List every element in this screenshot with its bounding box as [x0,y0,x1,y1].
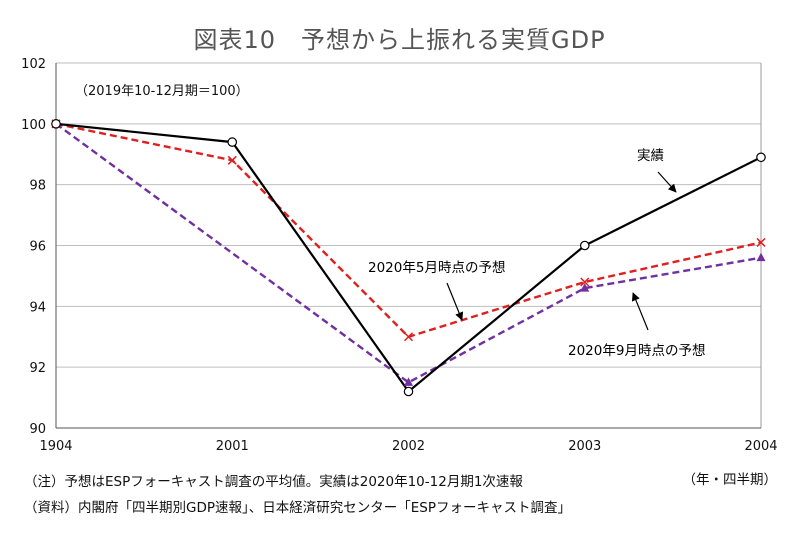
y-tick-label: 102 [21,57,46,72]
data-point-x [580,277,590,287]
grid-lines [56,62,761,429]
data-point-triangle [404,377,413,386]
y-tick-label: 90 [29,422,46,437]
annotation-arrow [446,282,464,321]
data-point-circle [227,137,238,147]
data-point-x [227,155,237,165]
y-tick-label: 96 [29,240,46,255]
y-tick-label: 98 [29,179,46,194]
series-markers [51,118,766,397]
series-label: 2020年5月時点の予想 [368,260,505,276]
y-tick-label: 92 [29,361,46,376]
x-tick-label: 2004 [744,439,777,454]
series-label: 実績 [637,148,664,164]
y-tick-label: 94 [29,300,46,315]
data-point-x [756,237,766,247]
x-tick-label: 2003 [568,439,601,454]
data-point-circle [403,386,414,397]
data-point-circle [579,240,590,251]
x-tick-label: 2001 [216,439,249,454]
base-note: （2019年10-12月期＝100） [75,84,249,99]
data-point-triangle [756,252,766,262]
annotation-arrow [657,171,677,193]
annotation-arrow [631,292,649,331]
x-tick-label: 1904 [39,439,72,454]
series-line [55,122,762,384]
chart-title: 図表10 予想から上振れる実質GDP [193,26,606,54]
x-axis-unit: （年・四半期） [682,472,778,488]
x-tick-label: 2002 [392,439,425,454]
footnote-note: （注）予想はESPフォーキャスト調査の平均値。実績は2020年10-12月期1次… [24,474,523,490]
series-label: 2020年9月時点の予想 [568,343,705,359]
x-tick-labels: 1904 2001 2002 2003 2004 [39,439,777,454]
data-point-circle [51,119,61,129]
data-point-circle [756,152,766,163]
y-tick-label: 100 [21,118,46,133]
data-point-x [403,332,414,342]
footnote-source: （資料）内閣府「四半期別GDP速報」、日本経済研究センター「ESPフォーキャスト… [24,500,571,516]
y-tick-labels: 90 92 94 96 98 100 102 [21,57,46,437]
data-point-triangle [580,283,590,292]
annotations: 実績 2020年5月時点の予想 2020年9月時点の予想 [368,148,705,359]
